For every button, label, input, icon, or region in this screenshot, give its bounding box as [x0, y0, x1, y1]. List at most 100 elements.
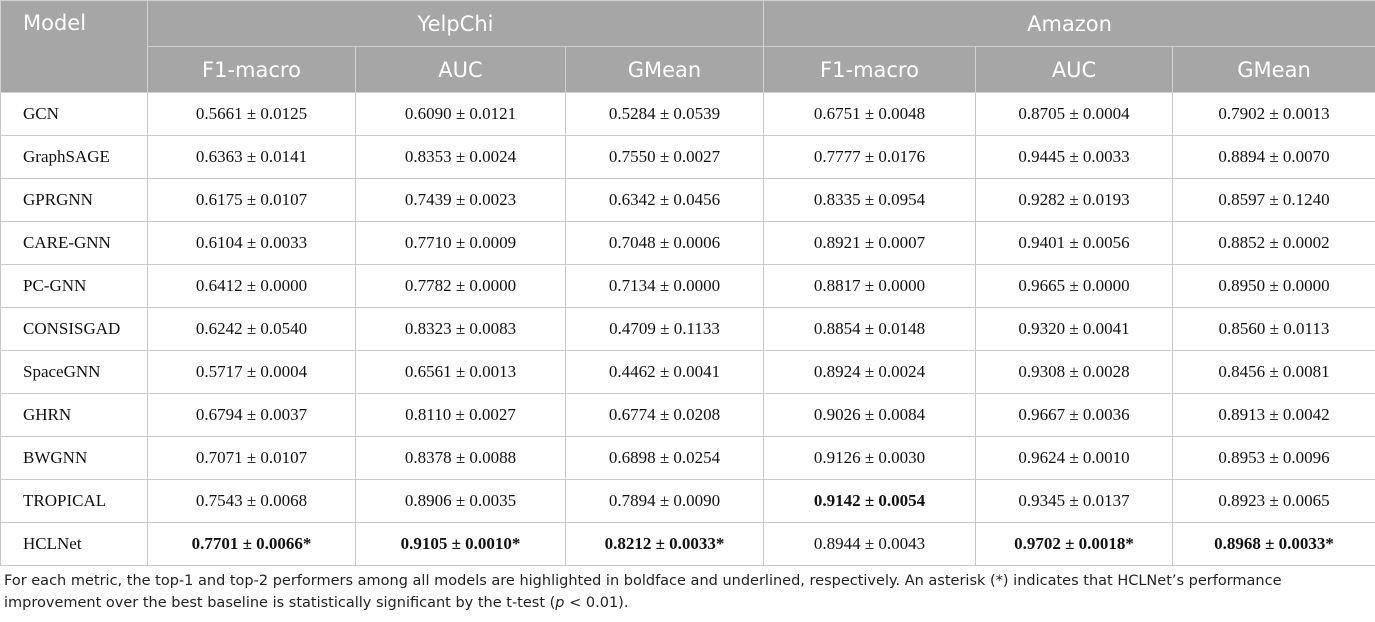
- value-cell: 0.5717 ± 0.0004: [147, 350, 356, 394]
- value-cell: 0.8705 ± 0.0004: [975, 92, 1174, 136]
- value-cell: 0.8456 ± 0.0081: [1172, 350, 1375, 394]
- value-cell: 0.8817 ± 0.0000: [763, 264, 977, 308]
- value-cell: 0.7134 ± 0.0000: [564, 264, 765, 308]
- table-row: GCN 0.5661 ± 0.0125 0.6090 ± 0.0121 0.5284 …: [0, 92, 1375, 136]
- footnote-text: < 0.01).: [564, 595, 629, 611]
- value-cell: 0.9026 ± 0.0084: [763, 393, 977, 437]
- footnote: For each metric, the top-1 and top-2 per…: [0, 566, 1375, 614]
- model-cell: TROPICAL: [0, 479, 148, 523]
- value-cell: 0.7439 ± 0.0023: [355, 178, 566, 222]
- value-cell: 0.9142 ± 0.0054: [763, 479, 977, 523]
- value-cell: 0.8323 ± 0.0083: [355, 307, 566, 351]
- value-cell: 0.9320 ± 0.0041: [975, 307, 1174, 351]
- value-cell: 0.8913 ± 0.0042: [1172, 393, 1375, 437]
- value-cell: 0.9308 ± 0.0028: [975, 350, 1174, 394]
- value-cell: 0.8212 ± 0.0033*: [564, 522, 765, 566]
- model-cell: GCN: [0, 92, 148, 136]
- value-cell: 0.6751 ± 0.0048: [763, 92, 977, 136]
- value-cell: 0.9282 ± 0.0193: [975, 178, 1174, 222]
- value-cell: 0.8110 ± 0.0027: [355, 393, 566, 437]
- model-cell: CARE-GNN: [0, 221, 148, 265]
- value-cell: 0.6175 ± 0.0107: [147, 178, 356, 222]
- value-cell: 0.9665 ± 0.0000: [975, 264, 1174, 308]
- model-cell: GPRGNN: [0, 178, 148, 222]
- metric-header: GMean: [564, 46, 765, 93]
- value-cell: 0.7782 ± 0.0000: [355, 264, 566, 308]
- table-row: SpaceGNN 0.5717 ± 0.0004 0.6561 ± 0.0013 0.…: [0, 350, 1375, 394]
- table-row: GPRGNN 0.6175 ± 0.0107 0.7439 ± 0.0023 0.63…: [0, 178, 1375, 222]
- table-row: PC-GNN 0.6412 ± 0.0000 0.7782 ± 0.0000 0.71…: [0, 264, 1375, 308]
- value-cell: 0.8335 ± 0.0954: [763, 178, 977, 222]
- value-cell: 0.7777 ± 0.0176: [763, 135, 977, 179]
- model-cell: GraphSAGE: [0, 135, 148, 179]
- value-cell: 0.6090 ± 0.0121: [355, 92, 566, 136]
- value-cell: 0.8894 ± 0.0070: [1172, 135, 1375, 179]
- metric-header: F1-macro: [147, 46, 356, 93]
- footnote-text: p: [555, 595, 565, 611]
- group-header: YelpChi: [146, 0, 765, 47]
- model-cell: GHRN: [0, 393, 148, 437]
- group-header: Amazon: [763, 0, 1375, 47]
- value-cell: 0.5661 ± 0.0125: [147, 92, 356, 136]
- value-cell: 0.8597 ± 0.1240: [1172, 178, 1375, 222]
- table-row: TROPICAL 0.7543 ± 0.0068 0.8906 ± 0.0035 0.…: [0, 479, 1375, 523]
- value-cell: 0.7071 ± 0.0107: [147, 436, 356, 480]
- table-row: HCLNet 0.7701 ± 0.0066* 0.9105 ± 0.0010* 0.…: [0, 522, 1375, 566]
- value-cell: 0.8560 ± 0.0113: [1172, 307, 1375, 351]
- model-cell: BWGNN: [0, 436, 148, 480]
- value-cell: 0.7543 ± 0.0068: [147, 479, 356, 523]
- value-cell: 0.9445 ± 0.0033: [975, 135, 1174, 179]
- value-cell: 0.4462 ± 0.0041: [564, 350, 765, 394]
- value-cell: 0.7550 ± 0.0027: [564, 135, 765, 179]
- value-cell: 0.8921 ± 0.0007: [763, 221, 977, 265]
- table-row: CARE-GNN 0.6104 ± 0.0033 0.7710 ± 0.0009 0.…: [0, 221, 1375, 265]
- value-cell: 0.6561 ± 0.0013: [355, 350, 566, 394]
- value-cell: 0.7710 ± 0.0009: [355, 221, 566, 265]
- value-cell: 0.9624 ± 0.0010: [975, 436, 1174, 480]
- value-cell: 0.6774 ± 0.0208: [564, 393, 765, 437]
- value-cell: 0.9401 ± 0.0056: [975, 221, 1174, 265]
- value-cell: 0.9345 ± 0.0137: [975, 479, 1174, 523]
- metric-header: F1-macro: [763, 46, 977, 93]
- value-cell: 0.9126 ± 0.0030: [763, 436, 977, 480]
- value-cell: 0.8968 ± 0.0033*: [1172, 522, 1375, 566]
- value-cell: 0.8854 ± 0.0148: [763, 307, 977, 351]
- value-cell: 0.9702 ± 0.0018*: [975, 522, 1174, 566]
- value-cell: 0.8950 ± 0.0000: [1172, 264, 1375, 308]
- footnote-text: For each metric, the top-1 and top-2 per…: [4, 573, 1282, 611]
- results-table: Model YelpChi Amazon F1-macro AUC GMean F1-…: [0, 0, 1375, 566]
- metric-header: GMean: [1172, 46, 1375, 93]
- table-row: CONSISGAD 0.6242 ± 0.0540 0.8323 ± 0.0083 0…: [0, 307, 1375, 351]
- table-row: GHRN 0.6794 ± 0.0037 0.8110 ± 0.0027 0.6774…: [0, 393, 1375, 437]
- value-cell: 0.7048 ± 0.0006: [564, 221, 765, 265]
- value-cell: 0.6342 ± 0.0456: [564, 178, 765, 222]
- value-cell: 0.5284 ± 0.0539: [564, 92, 765, 136]
- value-cell: 0.8378 ± 0.0088: [355, 436, 566, 480]
- value-cell: 0.6242 ± 0.0540: [147, 307, 356, 351]
- table-row: BWGNN 0.7071 ± 0.0107 0.8378 ± 0.0088 0.689…: [0, 436, 1375, 480]
- value-cell: 0.7902 ± 0.0013: [1172, 92, 1375, 136]
- model-cell: CONSISGAD: [0, 307, 148, 351]
- model-cell: PC-GNN: [0, 264, 148, 308]
- value-cell: 0.7701 ± 0.0066*: [147, 522, 356, 566]
- value-cell: 0.9667 ± 0.0036: [975, 393, 1174, 437]
- value-cell: 0.6104 ± 0.0033: [147, 221, 356, 265]
- model-cell: SpaceGNN: [0, 350, 148, 394]
- metric-header: AUC: [975, 46, 1174, 93]
- value-cell: 0.8953 ± 0.0096: [1172, 436, 1375, 480]
- value-cell: 0.6794 ± 0.0037: [147, 393, 356, 437]
- model-cell: HCLNet: [0, 522, 148, 566]
- value-cell: 0.8353 ± 0.0024: [355, 135, 566, 179]
- value-cell: 0.8852 ± 0.0002: [1172, 221, 1375, 265]
- value-cell: 0.8906 ± 0.0035: [355, 479, 566, 523]
- value-cell: 0.8924 ± 0.0024: [763, 350, 977, 394]
- value-cell: 0.9105 ± 0.0010*: [355, 522, 566, 566]
- value-cell: 0.8944 ± 0.0043: [763, 522, 977, 566]
- value-cell: 0.4709 ± 0.1133: [564, 307, 765, 351]
- value-cell: 0.6412 ± 0.0000: [147, 264, 356, 308]
- table-row: GraphSAGE 0.6363 ± 0.0141 0.8353 ± 0.0024 0…: [0, 135, 1375, 179]
- value-cell: 0.6898 ± 0.0254: [564, 436, 765, 480]
- value-cell: 0.6363 ± 0.0141: [147, 135, 356, 179]
- value-cell: 0.7894 ± 0.0090: [564, 479, 765, 523]
